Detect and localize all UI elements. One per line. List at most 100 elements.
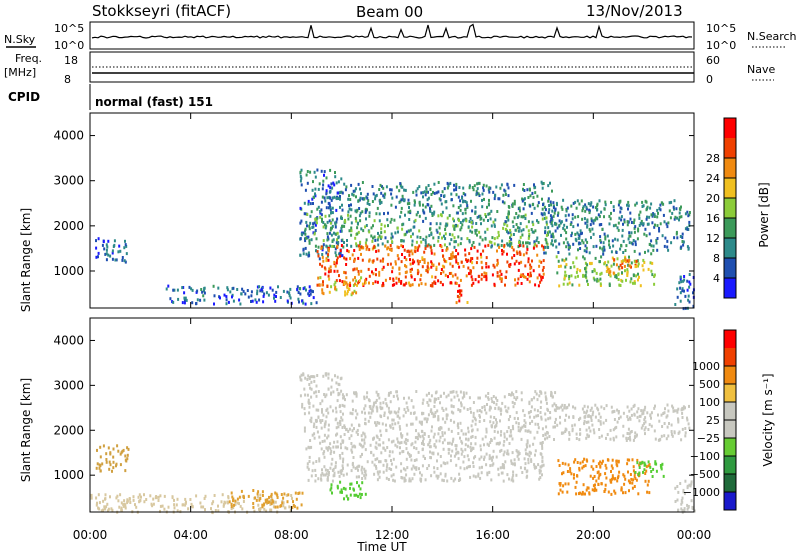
- data-cell: [288, 505, 291, 509]
- data-cell: [317, 390, 320, 393]
- data-cell: [463, 406, 466, 410]
- data-cell: [386, 218, 389, 222]
- data-cell: [239, 504, 242, 508]
- data-cell: [390, 459, 392, 462]
- data-cell: [391, 422, 394, 426]
- data-cell: [403, 256, 406, 259]
- data-cell: [451, 251, 454, 255]
- data-cell: [365, 473, 368, 477]
- data-cell: [388, 410, 391, 414]
- data-cell: [469, 259, 472, 263]
- data-cell: [367, 411, 370, 415]
- data-cell: [610, 464, 613, 468]
- data-cell: [446, 247, 449, 251]
- data-cell: [431, 214, 434, 217]
- data-cell: [626, 203, 628, 207]
- data-cell: [561, 403, 564, 407]
- data-cell: [352, 189, 355, 193]
- colorbar-tick-label: 4: [713, 272, 720, 285]
- data-cell: [324, 473, 327, 477]
- data-cell: [659, 222, 662, 226]
- data-cell: [306, 393, 309, 397]
- data-cell: [681, 509, 684, 512]
- data-cell: [565, 257, 568, 261]
- data-cell: [243, 496, 245, 500]
- data-cell: [329, 269, 332, 273]
- data-cell: [444, 420, 447, 424]
- data-cell: [435, 439, 438, 443]
- data-cell: [417, 432, 420, 436]
- data-cell: [372, 403, 375, 407]
- data-cell: [211, 502, 214, 506]
- data-cell: [105, 458, 108, 461]
- data-cell: [572, 201, 575, 205]
- data-cell: [473, 245, 476, 249]
- data-cell: [582, 205, 585, 209]
- data-cell: [596, 277, 599, 281]
- data-cell: [524, 264, 527, 268]
- data-cell: [488, 212, 491, 216]
- data-cell: [687, 214, 690, 218]
- data-cell: [564, 265, 567, 269]
- data-cell: [437, 432, 440, 436]
- data-cell: [374, 280, 377, 284]
- data-cell: [311, 433, 314, 437]
- data-cell: [319, 211, 322, 215]
- data-cell: [362, 431, 365, 435]
- data-cell: [687, 506, 690, 509]
- data-cell: [339, 197, 341, 201]
- data-cell: [601, 247, 604, 251]
- data-cell: [363, 197, 366, 201]
- data-cell: [516, 396, 519, 400]
- data-cell: [687, 294, 690, 298]
- data-cell: [570, 204, 573, 208]
- data-cell: [547, 226, 550, 230]
- data-cell: [478, 466, 481, 470]
- data-cell: [471, 278, 474, 282]
- data-cell: [120, 451, 123, 455]
- data-cell: [537, 414, 540, 418]
- data-cell: [359, 211, 362, 215]
- data-cell: [431, 282, 434, 286]
- data-cell: [537, 426, 540, 430]
- y-tick-label: 4000: [53, 333, 84, 347]
- data-cell: [627, 237, 630, 241]
- data-cell: [335, 381, 338, 385]
- data-cell: [336, 432, 339, 436]
- colorbar-tick-label: 28: [706, 152, 720, 165]
- data-cell: [684, 479, 687, 483]
- data-cell: [626, 432, 629, 435]
- data-cell: [511, 437, 514, 441]
- data-cell: [585, 428, 588, 432]
- data-cell: [190, 287, 193, 291]
- data-cell: [650, 470, 653, 473]
- data-cell: [355, 394, 358, 398]
- data-cell: [238, 298, 241, 302]
- data-cell: [534, 453, 536, 457]
- data-cell: [693, 509, 696, 513]
- data-cell: [575, 480, 578, 484]
- data-cell: [334, 264, 337, 268]
- data-cell: [512, 427, 515, 431]
- data-cell: [236, 501, 239, 505]
- data-cell: [602, 252, 605, 256]
- data-cell: [526, 441, 529, 445]
- data-cell: [404, 264, 406, 268]
- data-cell: [599, 235, 602, 239]
- data-cell: [382, 257, 385, 261]
- data-cell: [331, 211, 334, 215]
- colorbar-segment: [724, 258, 736, 279]
- data-cell: [310, 387, 313, 391]
- data-cell: [315, 249, 317, 253]
- data-cell: [304, 232, 307, 236]
- data-cell: [346, 283, 349, 287]
- data-cell: [307, 202, 310, 206]
- data-cell: [400, 185, 403, 189]
- data-cell: [644, 426, 647, 430]
- data-cell: [503, 188, 506, 192]
- data-cell: [511, 391, 513, 395]
- data-cell: [599, 422, 602, 426]
- data-cell: [625, 244, 628, 248]
- data-cell: [547, 417, 550, 421]
- data-cell: [430, 474, 433, 478]
